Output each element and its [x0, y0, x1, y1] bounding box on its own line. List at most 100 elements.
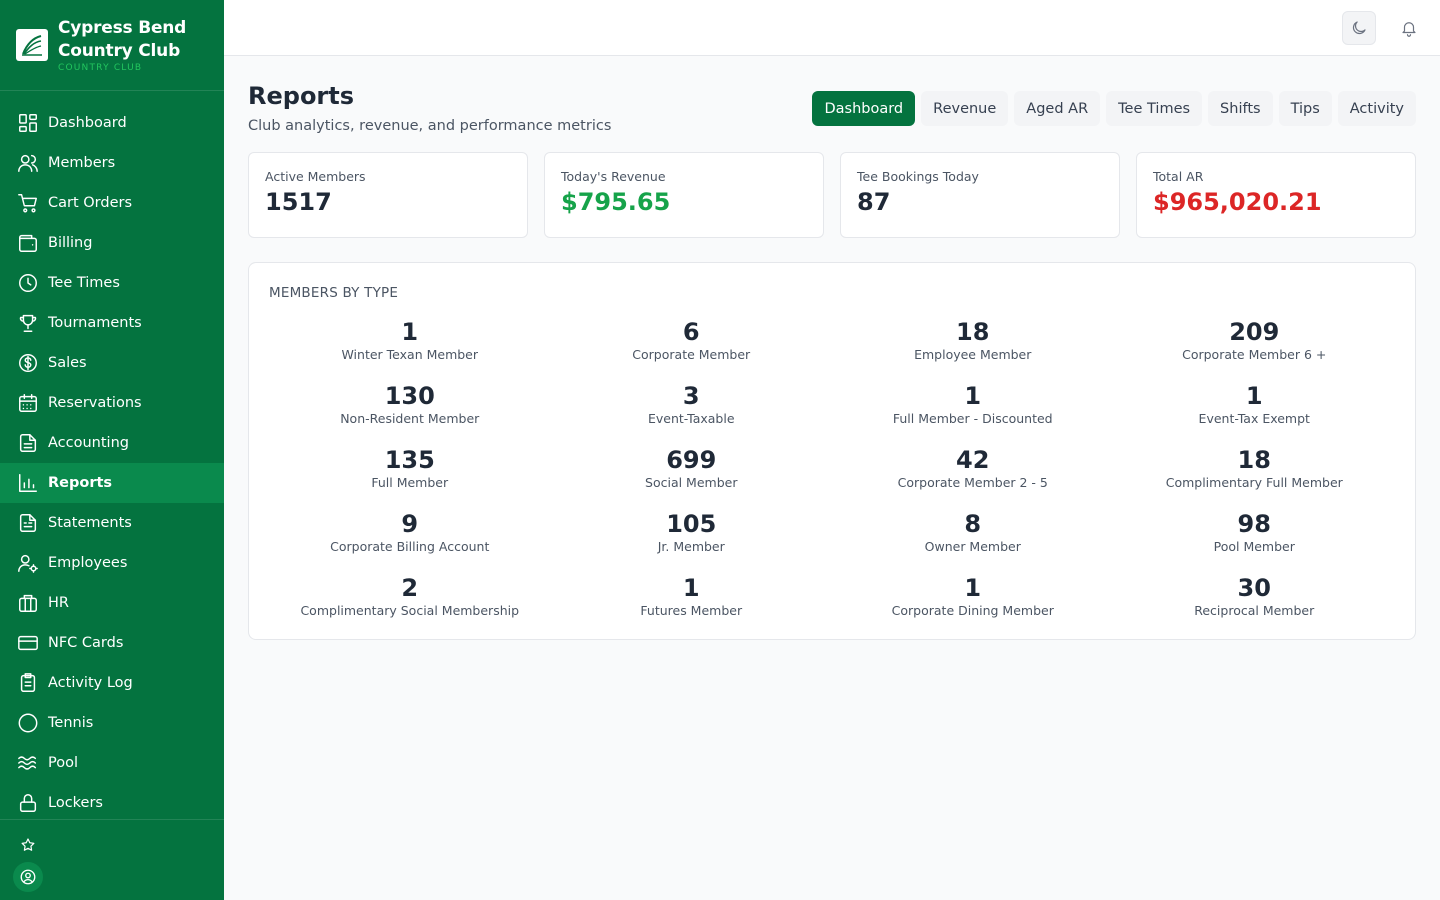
sidebar-item-label: Activity Log [48, 675, 133, 691]
member-type-name: Complimentary Full Member [1165, 475, 1343, 490]
stat-value: 87 [857, 188, 891, 216]
member-type-item: 1 Corporate Dining Member [832, 573, 1114, 637]
tab-tips[interactable]: Tips [1278, 91, 1332, 126]
star-icon[interactable] [18, 835, 38, 855]
sidebar-item-sales[interactable]: Sales [0, 343, 224, 383]
tab-aged-ar[interactable]: Aged AR [1014, 91, 1101, 126]
club-logo-icon [16, 29, 48, 61]
stat-card-todays-revenue: Today's Revenue $795.65 [544, 152, 824, 238]
stat-label: Total AR [1153, 169, 1204, 184]
sidebar-item-nfc-cards[interactable]: NFC Cards [0, 623, 224, 663]
member-type-item: 98 Pool Member [1114, 509, 1396, 573]
member-type-count: 209 [1229, 318, 1280, 346]
moon-icon [1352, 21, 1366, 35]
brand-subtitle: COUNTRY CLUB [58, 63, 143, 73]
member-type-name: Corporate Member 6 + [1182, 347, 1327, 362]
member-type-name: Event-Taxable [647, 411, 735, 426]
sidebar-footer [0, 819, 224, 900]
sidebar-item-billing[interactable]: Billing [0, 223, 224, 263]
member-type-item: 2 Complimentary Social Membership [269, 573, 551, 637]
member-type-name: Corporate Billing Account [330, 539, 490, 554]
member-type-count: 98 [1237, 510, 1271, 538]
member-type-count: 42 [956, 446, 990, 474]
trophy-icon [16, 311, 40, 335]
sidebar-item-tournaments[interactable]: Tournaments [0, 303, 224, 343]
sidebar-item-dashboard[interactable]: Dashboard [0, 103, 224, 143]
member-type-count: 30 [1237, 574, 1271, 602]
stat-value: 1517 [265, 188, 332, 216]
top-bar [224, 0, 1440, 56]
member-type-count: 1 [1245, 382, 1263, 410]
sidebar-item-employees[interactable]: Employees [0, 543, 224, 583]
tab-dashboard[interactable]: Dashboard [812, 91, 916, 126]
tab-revenue[interactable]: Revenue [921, 91, 1009, 126]
member-type-name: Pool Member [1213, 539, 1295, 554]
sidebar-item-members[interactable]: Members [0, 143, 224, 183]
tab-shifts[interactable]: Shifts [1208, 91, 1273, 126]
member-type-item: 9 Corporate Billing Account [269, 509, 551, 573]
member-type-count: 1 [964, 574, 982, 602]
stat-card-tee-bookings: Tee Bookings Today 87 [840, 152, 1120, 238]
member-type-count: 130 [384, 382, 435, 410]
member-type-name: Reciprocal Member [1194, 603, 1315, 618]
sidebar-item-label: Sales [48, 355, 87, 371]
member-type-count: 2 [401, 574, 419, 602]
sidebar-item-hr[interactable]: HR [0, 583, 224, 623]
sidebar-item-label: HR [48, 595, 69, 611]
member-type-name: Corporate Member [632, 347, 751, 362]
sidebar: Cypress Bend Country Club COUNTRY CLUB D… [0, 0, 224, 900]
member-type-count: 699 [666, 446, 717, 474]
sidebar-item-lockers[interactable]: Lockers [0, 783, 224, 823]
member-type-item: 1 Futures Member [551, 573, 833, 637]
notifications-button[interactable] [1392, 11, 1426, 45]
sidebar-item-accounting[interactable]: Accounting [0, 423, 224, 463]
cart-icon [16, 191, 40, 215]
members-by-type-title: MEMBERS BY TYPE [269, 285, 399, 301]
wallet-icon [16, 231, 40, 255]
member-type-count: 3 [682, 382, 700, 410]
sidebar-item-tennis[interactable]: Tennis [0, 703, 224, 743]
sidebar-item-label: Members [48, 155, 116, 171]
member-type-name: Full Member [371, 475, 449, 490]
stat-label: Active Members [265, 169, 366, 184]
sidebar-item-cart-orders[interactable]: Cart Orders [0, 183, 224, 223]
sidebar-item-reports[interactable]: Reports [0, 463, 224, 503]
sidebar-item-pool[interactable]: Pool [0, 743, 224, 783]
member-type-count: 18 [956, 318, 990, 346]
brand-name: Cypress Bend Country Club [58, 18, 187, 61]
member-type-item: 699 Social Member [551, 445, 833, 509]
user-avatar-icon[interactable] [13, 862, 43, 892]
member-type-item: 135 Full Member [269, 445, 551, 509]
sidebar-item-reservations[interactable]: Reservations [0, 383, 224, 423]
sidebar-item-label: Cart Orders [48, 195, 133, 211]
members-icon [16, 151, 40, 175]
page-subtitle: Club analytics, revenue, and performance… [248, 118, 612, 134]
tab-activity[interactable]: Activity [1337, 91, 1416, 126]
member-type-count: 1 [682, 574, 700, 602]
bar-chart-icon [16, 471, 40, 495]
circle-icon [16, 711, 40, 735]
tab-tee-times[interactable]: Tee Times [1106, 91, 1203, 126]
brand[interactable]: Cypress Bend Country Club COUNTRY CLUB [0, 0, 224, 91]
member-type-count: 9 [401, 510, 419, 538]
member-type-name: Complimentary Social Membership [300, 603, 520, 618]
members-by-type-grid: 1 Winter Texan Member 6 Corporate Member 18 E… [269, 317, 1395, 637]
sidebar-item-statements[interactable]: Statements [0, 503, 224, 543]
member-type-name: Employee Member [914, 347, 1032, 362]
theme-toggle-button[interactable] [1342, 11, 1376, 45]
member-type-name: Owner Member [924, 539, 1021, 554]
member-type-count: 135 [384, 446, 435, 474]
sidebar-item-label: Employees [48, 555, 128, 571]
member-type-name: Corporate Dining Member [891, 603, 1054, 618]
dashboard-icon [16, 111, 40, 135]
sidebar-item-tee-times[interactable]: Tee Times [0, 263, 224, 303]
member-type-name: Social Member [645, 475, 738, 490]
member-type-name: Event-Tax Exempt [1198, 411, 1310, 426]
sidebar-item-activity-log[interactable]: Activity Log [0, 663, 224, 703]
member-type-item: 209 Corporate Member 6 + [1114, 317, 1396, 381]
page-title: Reports [248, 82, 355, 110]
sidebar-item-label: Reservations [48, 395, 142, 411]
stat-card-total-ar: Total AR $965,020.21 [1136, 152, 1416, 238]
sidebar-item-label: Statements [48, 515, 132, 531]
report-tabs: Dashboard Revenue Aged AR Tee Times Shif… [812, 91, 1416, 126]
